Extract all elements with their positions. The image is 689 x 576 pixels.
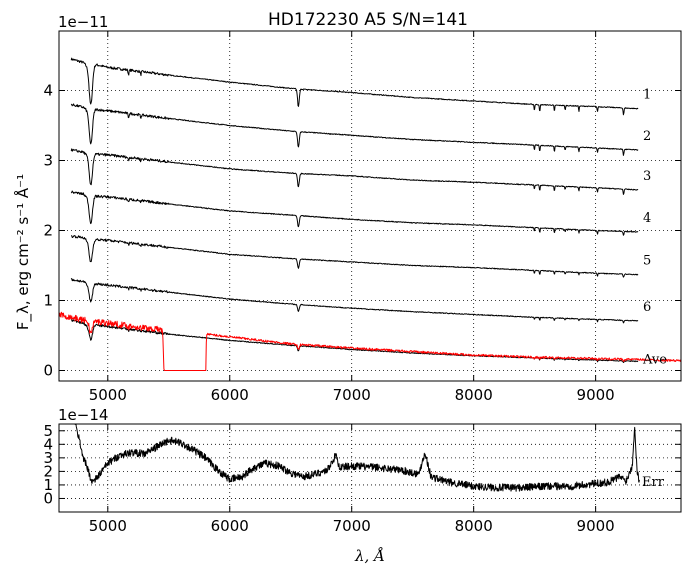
- top-panel: 1 2 3 4 5 6 Ave 5000 6000 7000 8000 9000 0 1 2 3 4: [43, 30, 682, 404]
- y-axis-label: F_λ, erg cm⁻² s⁻¹ Å⁻¹: [13, 174, 33, 330]
- x-axis-label: λ, Å: [354, 547, 385, 565]
- curve-label-5: 5: [643, 254, 651, 269]
- series-line-6: [70, 278, 639, 324]
- series-line-err: [74, 423, 640, 492]
- y-tick-label: 2: [43, 462, 53, 480]
- x-tick-label: 7000: [333, 517, 371, 535]
- curve-label-ave: Ave: [642, 352, 667, 367]
- x-tick-label: 6000: [211, 386, 249, 404]
- curve-label-2: 2: [643, 129, 651, 144]
- y-tick-label: 4: [43, 82, 53, 100]
- curve-label-4: 4: [643, 211, 651, 226]
- x-tick-label: 8000: [455, 517, 493, 535]
- x-tick-label: 9000: [577, 386, 615, 404]
- x-tick-label: 6000: [211, 517, 249, 535]
- x-tick-label: 5000: [89, 517, 127, 535]
- series-line-reference: [58, 311, 682, 371]
- axes-frame: [58, 30, 682, 382]
- bottom-scale-label: 1e−14: [58, 406, 108, 424]
- y-tick-label: 0: [43, 489, 53, 507]
- y-tick-label: 2: [43, 222, 53, 240]
- axes-frame: [58, 423, 682, 513]
- y-tick-label: 4: [43, 435, 53, 453]
- x-tick-label: 7000: [333, 386, 371, 404]
- curve-label-err: Err: [642, 475, 665, 490]
- x-tick-label: 9000: [577, 517, 615, 535]
- y-tick-label: 0: [43, 362, 53, 380]
- series-line-1: [70, 57, 639, 116]
- y-tick-label: 3: [43, 449, 53, 467]
- curve-label-1: 1: [643, 88, 651, 103]
- chart-title: HD172230 A5 S/N=141: [268, 10, 468, 30]
- x-tick-label: 5000: [89, 386, 127, 404]
- curve-label-6: 6: [643, 300, 651, 315]
- curve-label-3: 3: [643, 169, 651, 184]
- series-line-3: [70, 148, 639, 195]
- series-line-ave: [70, 319, 639, 363]
- y-tick-label: 3: [43, 152, 53, 170]
- series-line-2: [70, 103, 639, 156]
- series-line-4: [70, 190, 639, 236]
- y-tick-label: 1: [43, 476, 53, 494]
- y-tick-label: 5: [43, 422, 53, 440]
- x-tick-label: 8000: [455, 386, 493, 404]
- series-line-5: [71, 235, 639, 278]
- y-tick-label: 1: [43, 292, 53, 310]
- top-scale-label: 1e−11: [58, 13, 108, 31]
